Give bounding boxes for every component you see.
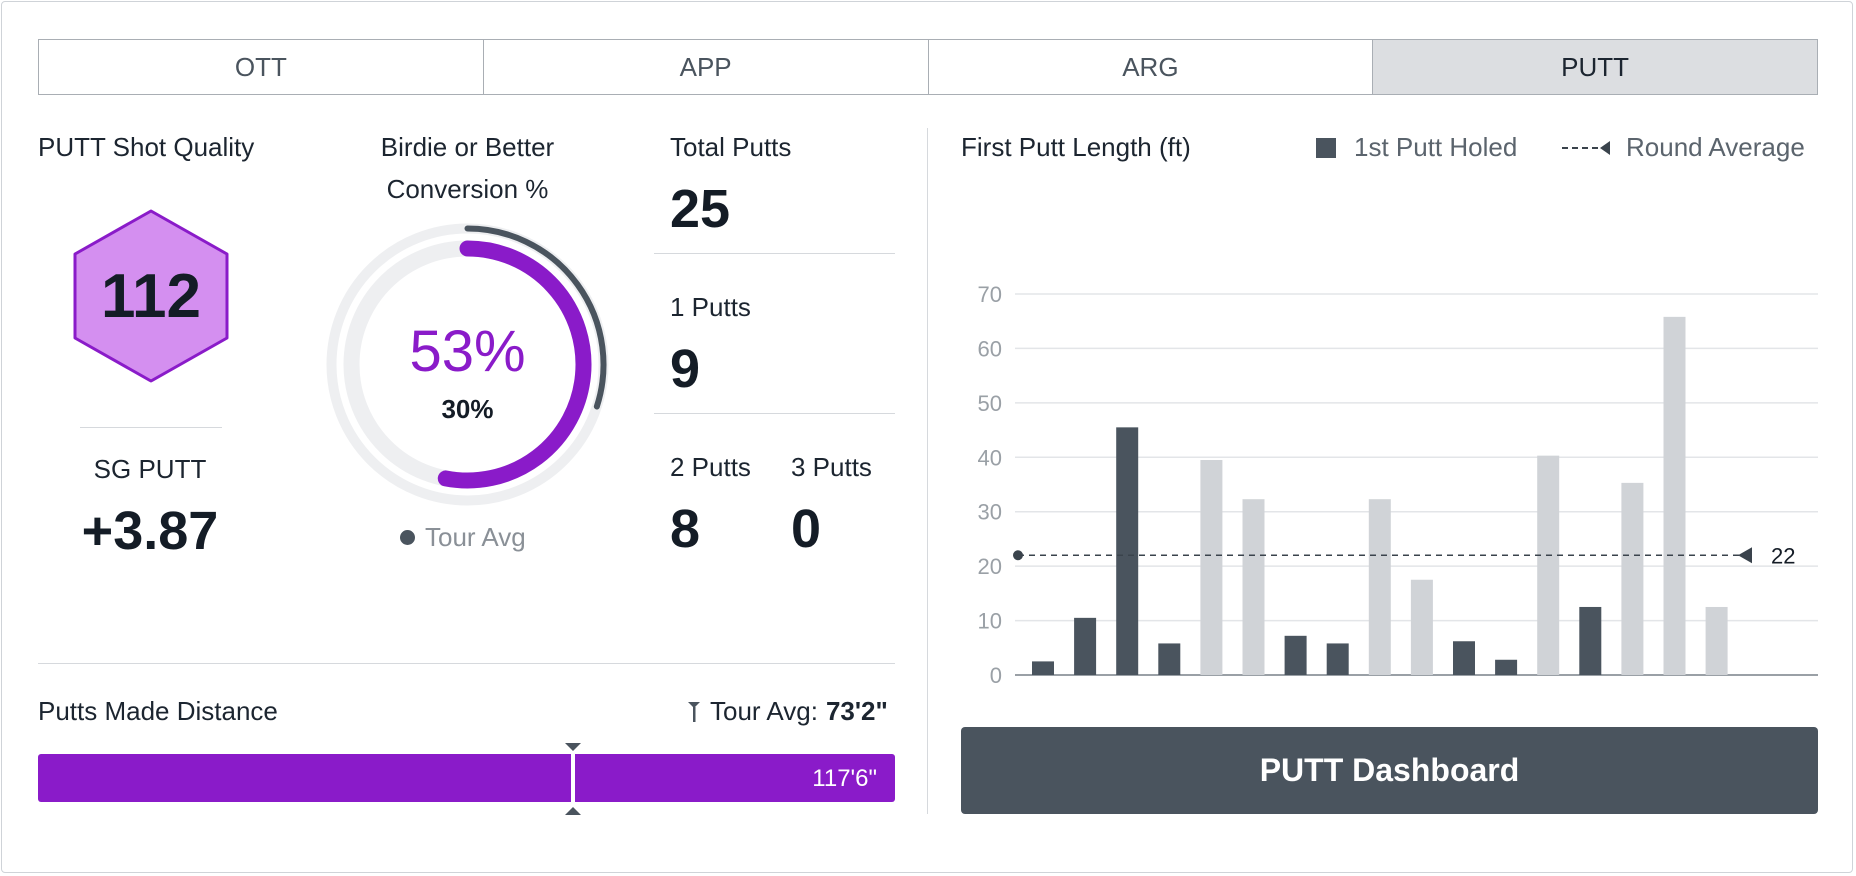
chart-bar [1368, 499, 1391, 675]
first-putt-length-chart: 0 10 20 30 40 50 60 70 22 [978, 282, 1818, 688]
legend-holed: 1st Putt Holed [1316, 132, 1517, 163]
putt-dashboard-button[interactable]: PUTT Dashboard [961, 727, 1818, 814]
tab-putt[interactable]: PUTT [1373, 40, 1817, 94]
legend-average: Round Average [1562, 132, 1805, 163]
chart-bar [1621, 482, 1644, 675]
marker-bottom-triangle-icon [564, 807, 581, 815]
tee-marker-icon [688, 701, 700, 722]
chart-bar [1579, 606, 1602, 675]
chart-bar [1200, 460, 1223, 675]
one-putts-value: 9 [670, 339, 701, 399]
average-value-label: 22 [1771, 543, 1795, 568]
three-putts-value: 0 [791, 499, 822, 559]
tab-app[interactable]: APP [484, 40, 929, 94]
dashed-line-icon [1562, 140, 1610, 155]
chart-bar [1158, 643, 1181, 675]
shot-quality-title: PUTT Shot Quality [38, 132, 255, 162]
divider [654, 413, 895, 414]
legend-dot-icon [400, 530, 415, 545]
three-putts-label: 3 Putts [791, 452, 872, 482]
total-putts-label: Total Putts [670, 132, 792, 162]
divider [80, 427, 222, 428]
tab-bar: OTT APP ARG PUTT [38, 39, 1818, 95]
marker-top-triangle-icon [564, 743, 581, 751]
two-putts-label: 2 Putts [670, 452, 751, 482]
y-tick-label: 60 [978, 336, 1002, 361]
tour-avg-distance-label: Tour Avg: [710, 696, 818, 726]
legend-holed-label: 1st Putt Holed [1354, 132, 1518, 162]
y-tick-label: 0 [990, 663, 1002, 688]
vertical-divider [927, 128, 928, 814]
putts-made-distance-label: Putts Made Distance [38, 696, 278, 726]
tour-conversion-percent: 30% [441, 394, 494, 424]
tour-avg-marker [570, 744, 575, 812]
chart-bar [1537, 455, 1560, 675]
total-putts-value: 25 [670, 179, 731, 239]
chart-bar [1284, 635, 1307, 675]
chart-bar [1663, 316, 1686, 675]
divider [38, 663, 895, 664]
legend-square-icon [1316, 137, 1336, 158]
chart-title: First Putt Length (ft) [961, 132, 1191, 162]
y-tick-label: 40 [978, 445, 1002, 470]
tour-avg-distance: Tour Avg: 73'2" [686, 696, 888, 727]
divider [654, 253, 895, 254]
conversion-title-line2: Conversion % [386, 174, 549, 204]
tab-ott[interactable]: OTT [39, 40, 484, 94]
tour-avg-distance-value: 73'2" [825, 696, 888, 726]
average-line-arrow-icon [1738, 547, 1752, 564]
tour-avg-label: Tour Avg [425, 522, 526, 552]
tour-avg-arc [464, 225, 607, 410]
chart-bar [1495, 659, 1518, 675]
shot-quality-value: 112 [100, 261, 202, 331]
y-tick-label: 20 [978, 554, 1002, 579]
shot-quality-hexagon: 112 [70, 208, 232, 384]
y-tick-label: 50 [978, 391, 1002, 416]
putts-made-distance-value: 117'6" [812, 765, 877, 792]
conversion-title-line1: Birdie or Better [380, 132, 555, 162]
y-tick-label: 10 [978, 609, 1002, 634]
chart-bar [1074, 617, 1097, 675]
sg-putt-label: SG PUTT [93, 454, 207, 484]
chart-bar [1032, 661, 1054, 675]
y-tick-label: 30 [978, 500, 1002, 525]
chart-bar [1410, 579, 1433, 675]
chart-bar [1242, 499, 1265, 675]
tab-arg[interactable]: ARG [929, 40, 1374, 94]
conversion-percent: 53% [409, 319, 526, 384]
two-putts-value: 8 [670, 499, 701, 559]
chart-bar [1326, 643, 1349, 675]
one-putts-label: 1 Putts [670, 292, 751, 322]
average-line-start-dot [1013, 550, 1023, 561]
chart-bar [1453, 641, 1475, 675]
conversion-donut: 53% 30% [325, 222, 610, 507]
y-tick-label: 70 [978, 282, 1002, 307]
legend-average-label: Round Average [1626, 132, 1805, 162]
chart-bar [1116, 427, 1139, 675]
player-conversion-arc [437, 240, 592, 489]
sg-putt-value: +3.87 [81, 501, 219, 561]
tour-avg-legend: Tour Avg [400, 522, 526, 553]
chart-bar [1705, 606, 1728, 675]
putts-made-distance-bar: 117'6" [38, 754, 895, 802]
